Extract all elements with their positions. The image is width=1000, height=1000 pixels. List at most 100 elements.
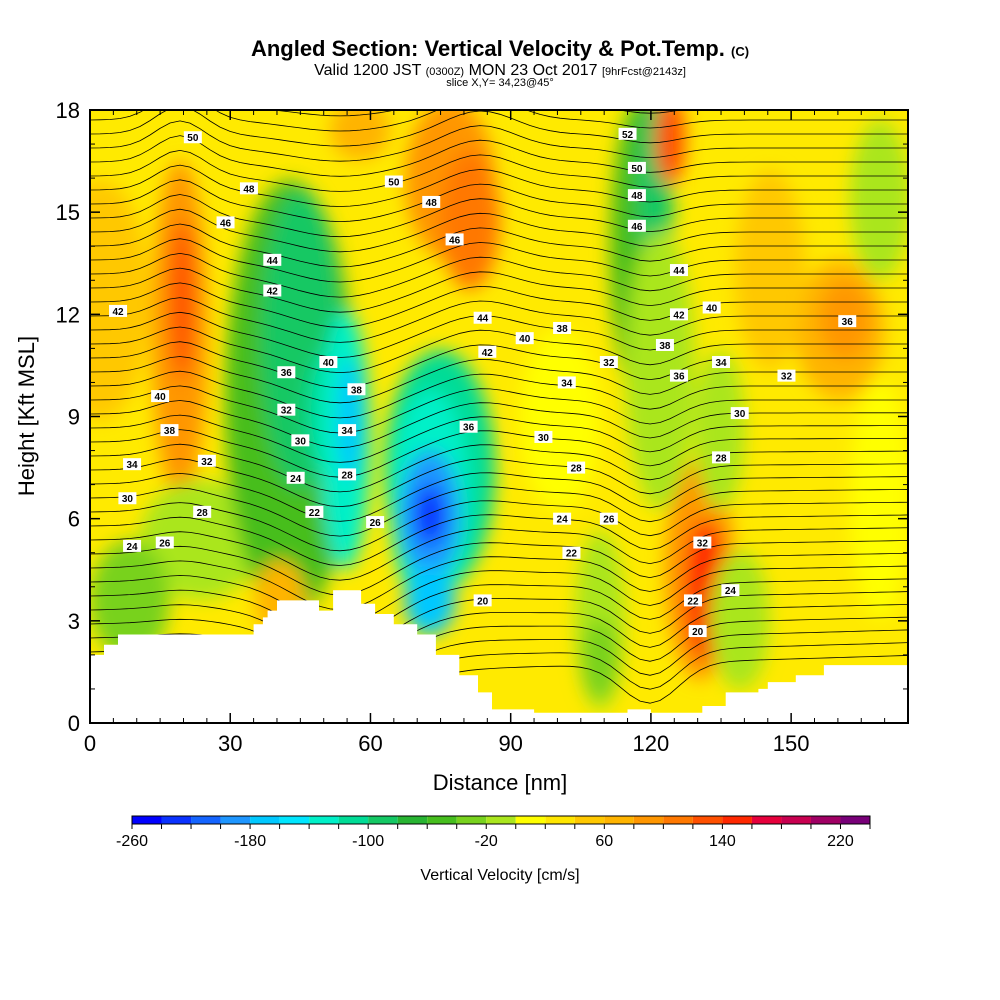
contour-label-text: 40: [155, 392, 167, 403]
contour-label-text: 44: [477, 314, 489, 325]
contour-label: 48: [627, 189, 646, 202]
contour-label-text: 32: [781, 372, 793, 383]
theta-contour-line: [90, 385, 908, 434]
theta-contour-line: [90, 578, 908, 640]
contour-label: 42: [669, 308, 688, 321]
contour-label: 20: [473, 594, 492, 607]
y-axis-title: Height [Kft MSL]: [14, 336, 39, 496]
contour-label: 52: [618, 127, 637, 141]
theta-contour-line: [90, 591, 908, 655]
theta-contour-line: [90, 458, 908, 508]
theta-contour-line: [90, 120, 908, 162]
contour-label: 36: [838, 315, 857, 328]
y-tick-label: 12: [56, 302, 80, 327]
y-tick-label: 0: [68, 711, 80, 736]
theta-contour-line: [90, 500, 908, 552]
x-tick-label: 90: [498, 731, 522, 756]
contour-label: 34: [338, 424, 357, 437]
colorbar-tick-label: -100: [352, 833, 384, 850]
contour-label-text: 20: [692, 627, 704, 638]
contour-label: 50: [627, 161, 646, 175]
contour-label: 48: [422, 195, 441, 209]
contour-label-text: 32: [201, 457, 213, 468]
colorbar-swatch: [309, 816, 339, 824]
contour-labels: 50 48 46 44 42 42 40 38 36 40 38 34 32 30 28 24 22 26 32 34…: [109, 127, 857, 638]
contour-label-text: 26: [159, 539, 171, 550]
velocity-field: [90, 110, 908, 710]
contour-label-text: 38: [351, 385, 363, 396]
contour-label: 38: [655, 338, 674, 352]
theta-contour-line: [90, 341, 908, 389]
theta-contour-line: [90, 149, 908, 192]
contour-label-text: 30: [734, 409, 746, 420]
contour-label-text: 40: [323, 358, 335, 369]
colorbar-swatch: [781, 816, 811, 824]
colorbar-tick-label: 140: [709, 833, 736, 850]
theta-contour-line: [90, 514, 908, 566]
x-tick-label: 30: [218, 731, 242, 756]
contour-label-text: 20: [477, 596, 489, 607]
y-tick-label: 15: [56, 200, 80, 225]
contour-label: 44: [669, 264, 688, 277]
contour-label: 32: [599, 356, 618, 369]
contour-label: 38: [160, 424, 179, 437]
contour-label: 40: [702, 301, 721, 315]
contour-label: 32: [277, 403, 296, 417]
colorbar-swatch: [574, 816, 605, 824]
contour-label-text: 38: [659, 341, 671, 352]
contour-label: 46: [216, 216, 235, 229]
theta-contour-line: [90, 400, 908, 449]
colorbar-swatch: [132, 816, 162, 824]
theta-contour-line: [90, 282, 908, 328]
slice-label: slice X,Y= 34,23@45°: [446, 77, 554, 89]
colorbar-swatch: [663, 816, 693, 824]
contour-label: 26: [155, 536, 174, 550]
contour-label-text: 30: [122, 494, 134, 505]
contour-label: 50: [183, 131, 202, 144]
contour-label: 48: [239, 182, 258, 195]
contour-label-text: 36: [842, 317, 854, 328]
y-tick-label: 18: [56, 98, 80, 123]
colorbar-swatch: [250, 816, 280, 824]
contour-label: 36: [669, 369, 688, 383]
contour-label: 32: [693, 536, 712, 550]
colorbar-swatch: [486, 816, 516, 824]
contour-label-text: 50: [388, 178, 400, 189]
x-axis-title: Distance [nm]: [433, 770, 568, 795]
theta-contour-line: [90, 527, 908, 581]
colorbar-swatch: [368, 816, 398, 824]
y-tick-label: 9: [68, 405, 80, 430]
theta-contour-line: [90, 414, 908, 463]
colorbar: -260 -180 -100 -20 60 140 220: [116, 815, 871, 850]
y-tick-label: 6: [68, 507, 80, 532]
contour-label-text: 38: [557, 324, 569, 335]
contour-label: 24: [123, 539, 142, 553]
theta-contour-line: [90, 223, 908, 268]
theta-contour-line: [90, 297, 908, 343]
colorbar-swatch: [515, 816, 546, 824]
theta-contour-line: [90, 164, 908, 207]
theta-contour-line: [90, 540, 908, 596]
contour-label-text: 50: [187, 133, 199, 144]
contour-label: 20: [688, 625, 707, 638]
contour-label-text: 32: [281, 406, 293, 417]
colorbar-swatch: [220, 816, 251, 824]
contour-label-text: 26: [370, 518, 382, 529]
contour-label: 42: [263, 284, 282, 297]
contour-label-text: 36: [281, 368, 293, 379]
contour-label-text: 46: [220, 218, 232, 229]
theta-contour-line: [90, 311, 908, 358]
contour-label-text: 28: [342, 470, 354, 481]
colorbar-swatch: [810, 816, 841, 824]
contour-label: 30: [118, 492, 137, 505]
contour-label-text: 42: [482, 348, 494, 359]
colorbar-tick-label: 60: [595, 833, 613, 850]
contour-label: 30: [534, 430, 553, 444]
colorbar-swatch: [692, 816, 723, 824]
contour-label-text: 36: [463, 423, 475, 434]
x-tick-label: 0: [84, 731, 96, 756]
contour-label: 40: [151, 390, 170, 403]
contour-label-text: 22: [566, 549, 578, 560]
contour-label: 42: [478, 345, 497, 359]
colorbar-tick-label: -20: [475, 833, 498, 850]
